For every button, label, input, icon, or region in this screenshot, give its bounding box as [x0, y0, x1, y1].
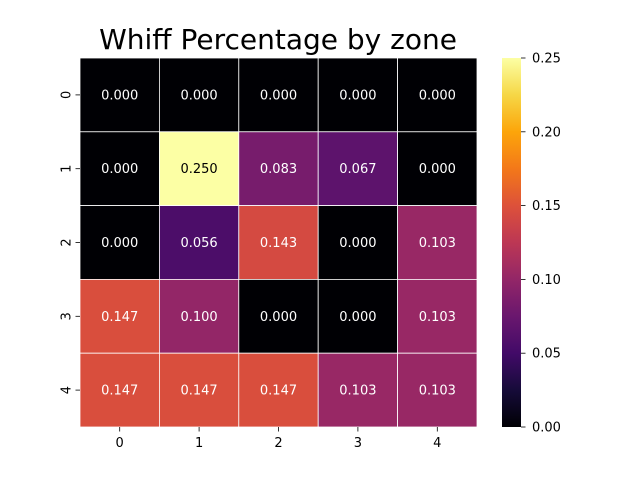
- cell-value-label: 0.143: [260, 236, 297, 251]
- cell-value-label: 0.000: [101, 162, 138, 177]
- colorbar: 0.00 0.05 0.10 0.15 0.20 0.25: [502, 52, 561, 436]
- heatmap-cell: [317, 205, 399, 280]
- cell-value-label: 0.147: [101, 310, 138, 325]
- y-axis: 0 1 2 3 4: [60, 91, 80, 394]
- heatmap-cell: [397, 131, 478, 207]
- y-tick-label: 0: [60, 91, 75, 99]
- heatmap-cell: [317, 57, 399, 133]
- cell-value-label: 0.103: [419, 236, 456, 251]
- cell-value-label: 0.083: [260, 162, 297, 177]
- cell-value-label: 0.147: [101, 384, 138, 399]
- heatmap-cell: [238, 57, 319, 133]
- cell-value-label: 0.000: [419, 88, 456, 103]
- y-tick-label: 1: [60, 165, 75, 173]
- x-tick-label: 0: [116, 436, 124, 451]
- colorbar-tick-label: 0.15: [532, 199, 561, 214]
- cell-value-label: 0.056: [180, 236, 217, 251]
- colorbar-ticks: 0.00 0.05 0.10 0.15 0.20 0.25: [521, 52, 561, 436]
- heatmap-cell: [79, 131, 160, 207]
- heatmap-cell: [397, 352, 478, 428]
- cell-value-label: 0.100: [180, 310, 217, 325]
- y-tick-label: 2: [60, 238, 75, 246]
- y-tick-label: 3: [60, 312, 75, 320]
- heatmap-cell: [158, 278, 240, 354]
- chart-title: Whiff Percentage by zone: [99, 23, 457, 56]
- cell-value-label: 0.103: [419, 384, 456, 399]
- cell-value-label: 0.000: [260, 88, 297, 103]
- x-axis: 0 1 2 3 4: [116, 427, 441, 451]
- heatmap-cell: [158, 352, 240, 428]
- x-tick-label: 4: [433, 436, 441, 451]
- colorbar-tick-label: 0.00: [532, 421, 561, 436]
- heatmap-cell: [79, 352, 160, 428]
- cell-value-label: 0.067: [339, 162, 376, 177]
- heatmap-cell: [397, 205, 478, 280]
- cell-value-label: 0.000: [339, 88, 376, 103]
- heatmap-cell: [397, 57, 478, 133]
- x-tick-label: 3: [354, 436, 362, 451]
- colorbar-tick-label: 0.20: [532, 125, 561, 140]
- heatmap-cell: [238, 278, 319, 354]
- cell-value-label: 0.000: [339, 236, 376, 251]
- colorbar-gradient: [502, 58, 521, 427]
- cell-value-label: 0.000: [419, 162, 456, 177]
- cell-value-label: 0.103: [339, 384, 376, 399]
- heatmap-cell: [317, 278, 399, 354]
- cell-value-label: 0.147: [180, 384, 217, 399]
- heatmap-cell: [158, 205, 240, 280]
- cell-value-label: 0.103: [419, 310, 456, 325]
- cell-value-label: 0.000: [339, 310, 376, 325]
- cell-value-label: 0.147: [260, 384, 297, 399]
- heatmap-cell: [238, 131, 319, 207]
- cell-value-label: 0.000: [180, 88, 217, 103]
- colorbar-tick-label: 0.10: [532, 273, 561, 288]
- heatmap-cell: [238, 205, 319, 280]
- x-tick-label: 2: [274, 436, 282, 451]
- heatmap-cell: [397, 278, 478, 354]
- heatmap-cell: [238, 352, 319, 428]
- cell-value-label: 0.000: [101, 236, 138, 251]
- colorbar-tick-label: 0.05: [532, 347, 561, 362]
- cell-value-label: 0.000: [101, 88, 138, 103]
- cell-value-label: 0.000: [260, 310, 297, 325]
- colorbar-tick-label: 0.25: [532, 52, 561, 67]
- x-tick-label: 1: [195, 436, 203, 451]
- cell-value-label: 0.250: [180, 162, 217, 177]
- heatmap-cell: [79, 57, 160, 133]
- heatmap-cells: 0.000 0.000 0.000 0.000 0.000 0.000 0.250 0.083…: [79, 57, 478, 428]
- heatmap-cell: [158, 57, 240, 133]
- y-tick-label: 4: [60, 386, 75, 394]
